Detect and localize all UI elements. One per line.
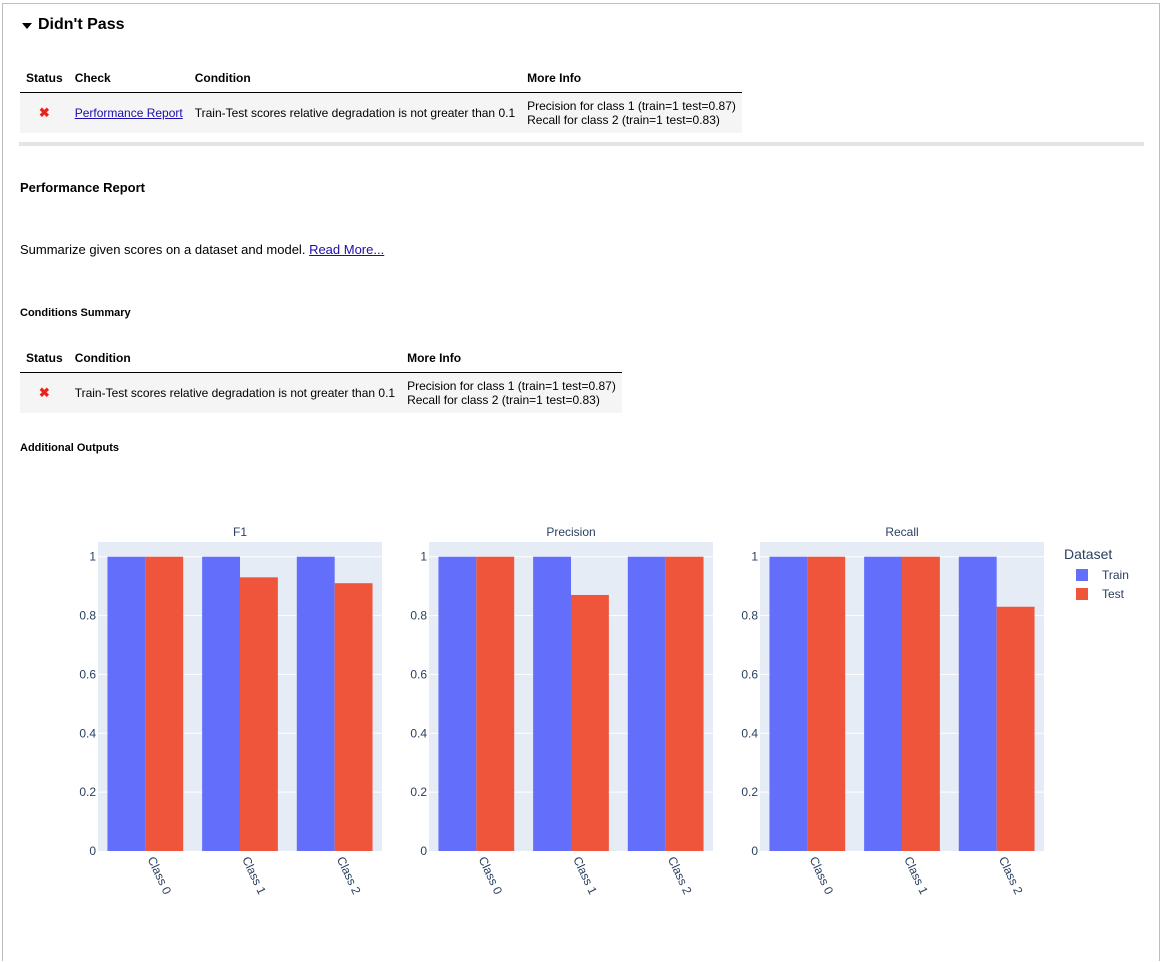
divider [19,142,1144,146]
header-status: Status [20,64,69,93]
subplot-title: F1 [233,525,247,539]
y-tick-label: 0.6 [410,667,427,681]
header-condition: Condition [188,64,522,93]
didnt-pass-section-toggle[interactable]: Didn't Pass [22,16,125,34]
table-row: ✖ Performance Report Train-Test scores r… [20,92,742,133]
output-frame [2,3,1160,961]
bar-test-class-2 [334,583,373,851]
bar-train-class-2 [627,556,666,851]
x-tick-label: Class 1 [239,854,269,896]
condition-cell: Train-Test scores relative degradation i… [188,92,522,133]
more-info-line: Precision for class 1 (train=1 test=0.87… [407,379,616,393]
bar-train-class-1 [533,556,571,851]
y-tick-label: 0.8 [79,609,96,623]
read-more-link[interactable]: Read More... [309,242,385,257]
y-tick-label: 0.8 [741,609,758,623]
bar-test-class-0 [476,556,515,851]
section-title: Didn't Pass [38,16,125,33]
y-tick-label: 0.6 [741,667,758,681]
x-tick-label: Class 2 [334,854,364,896]
caret-down-icon [22,22,32,29]
y-tick-label: 0.6 [79,667,96,681]
more-info-cell: Precision for class 1 (train=1 test=0.87… [401,372,622,413]
more-info-line: Recall for class 2 (train=1 test=0.83) [407,393,600,407]
y-tick-label: 0.4 [410,726,427,740]
y-tick-label: 1 [420,550,427,564]
bar-test-class-2 [665,556,704,851]
top-results-table: Status Check Condition More Info ✖ Perfo… [20,64,742,133]
bar-test-class-1 [902,556,940,851]
y-tick-label: 0 [751,844,758,858]
bar-train-class-0 [438,556,477,851]
chart-panel-recall: 0 0.2 0.4 0.6 0.8 1 Class 0 Class 1 Class 2 Recal… [741,525,1044,897]
y-tick-label: 0.4 [79,726,96,740]
condition-cell: Train-Test scores relative degradation i… [68,372,402,413]
bar-train-class-1 [202,556,240,851]
bar-train-class-1 [864,556,902,851]
y-tick-label: 0.2 [79,785,96,799]
report-description: Summarize given scores on a dataset and … [20,242,384,257]
fail-icon: ✖ [20,92,69,133]
y-tick-label: 1 [89,550,96,564]
x-tick-label: Class 0 [807,854,837,896]
x-tick-label: Class 0 [145,854,175,896]
bar-test-class-0 [145,556,184,851]
more-info-line: Precision for class 1 (train=1 test=0.87… [527,99,736,113]
additional-outputs-title: Additional Outputs [20,442,119,454]
performance-bar-chart[interactable]: 0 0.2 0.4 0.6 0.8 1 Class 0 Class 1 Class 2 F1 0 0.… [0,480,1163,920]
chart-panel-precision: 0 0.2 0.4 0.6 0.8 1 Class 0 Class 1 Class 2 Preci… [410,525,713,897]
y-tick-label: 1 [751,550,758,564]
x-tick-label: Class 1 [901,854,931,896]
report-title: Performance Report [20,180,145,195]
conditions-summary-table: Status Condition More Info ✖ Train-Test … [20,344,622,413]
legend-title: Dataset [1064,546,1112,562]
performance-report-link[interactable]: Performance Report [74,106,183,120]
legend-swatch-train [1076,569,1088,581]
fail-icon: ✖ [20,372,69,413]
conditions-summary-title: Conditions Summary [20,307,131,319]
subplot-title: Recall [885,525,918,539]
legend-swatch-test [1076,588,1088,600]
description-text: Summarize given scores on a dataset and … [20,242,306,257]
legend-item-test: Test [1102,587,1125,601]
subplot-title: Precision [546,525,595,539]
bar-train-class-2 [958,556,997,851]
header-check: Check [68,64,189,93]
y-tick-label: 0.2 [410,785,427,799]
header-more-info: More Info [401,344,622,373]
bar-train-class-2 [296,556,335,851]
chart-panel-f1: 0 0.2 0.4 0.6 0.8 1 Class 0 Class 1 Class 2 F1 [79,525,382,897]
bar-test-class-1 [571,594,609,851]
header-more-info: More Info [521,64,742,93]
y-tick-label: 0.2 [741,785,758,799]
x-tick-label: Class 2 [996,854,1026,896]
header-status: Status [20,344,69,373]
x-tick-label: Class 2 [665,854,695,896]
more-info-line: Recall for class 2 (train=1 test=0.83) [527,113,720,127]
bar-train-class-0 [769,556,808,851]
y-tick-label: 0.4 [741,726,758,740]
more-info-cell: Precision for class 1 (train=1 test=0.87… [521,92,742,133]
legend-item-train: Train [1102,568,1129,582]
y-tick-label: 0 [420,844,427,858]
bar-train-class-0 [107,556,146,851]
chart-legend: Dataset Train Test [1064,546,1129,601]
y-tick-label: 0 [89,844,96,858]
header-condition: Condition [68,344,402,373]
bar-test-class-2 [996,606,1035,851]
table-row: ✖ Train-Test scores relative degradation… [20,372,622,413]
x-tick-label: Class 1 [570,854,600,896]
bar-test-class-0 [807,556,846,851]
x-tick-label: Class 0 [476,854,506,896]
y-tick-label: 0.8 [410,609,427,623]
bar-test-class-1 [240,577,278,851]
